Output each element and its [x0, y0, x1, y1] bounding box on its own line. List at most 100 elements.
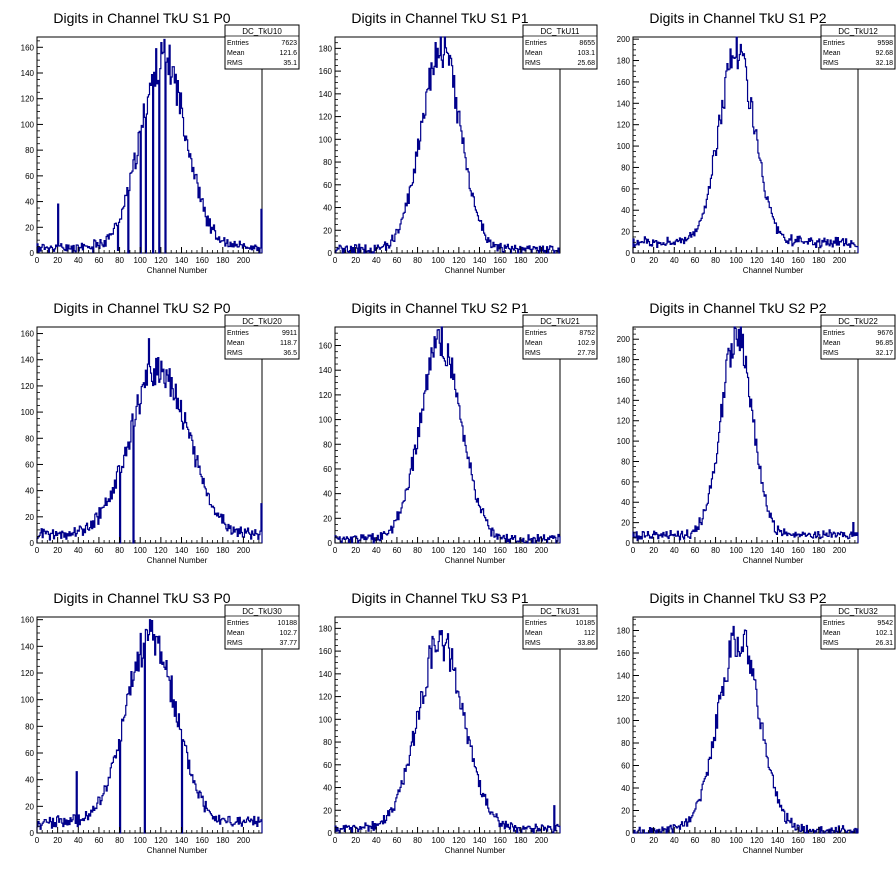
stats-frame [820, 604, 896, 650]
x-tick-label: 180 [514, 836, 528, 845]
histogram-svg: Digits in Channel TkU S3 P2 0 20 40 60 80 100 1… [617, 590, 896, 855]
stats-box: DC_TkU11 Entries 8655 Mean 103.1 RMS 25.68 [522, 24, 598, 70]
plot-frame [36, 326, 263, 544]
y-tick-label: 40 [621, 206, 630, 215]
stats-label-rms: RMS [227, 60, 243, 67]
x-tick-label: 160 [195, 256, 209, 265]
histogram-panel-7: Digits in Channel TkU S3 P0 0 20 40 60 80 100 1… [0, 580, 300, 870]
stats-label-entries: Entries [227, 330, 249, 337]
histogram-series [36, 38, 263, 254]
x-tick-label: 20 [649, 546, 658, 555]
chart-title: Digits in Channel TkU S3 P1 [351, 590, 528, 606]
x-tick-label: 40 [74, 546, 83, 555]
y-tick-label: 140 [319, 90, 333, 99]
x-tick-label: 120 [154, 256, 168, 265]
y-tick-label: 100 [21, 408, 35, 417]
chart-title: Digits in Channel TkU S2 P1 [351, 300, 528, 316]
stats-value-rms: 37.77 [279, 640, 297, 647]
x-tick-label: 120 [452, 836, 466, 845]
y-tick-label: 60 [25, 749, 34, 758]
y-tick-label: 140 [617, 99, 631, 108]
stats-label-mean: Mean [823, 630, 841, 637]
y-tick-label: 140 [21, 642, 35, 651]
y-tick-label: 40 [621, 784, 630, 793]
stats-label-mean: Mean [823, 340, 841, 347]
stats-label-entries: Entries [823, 330, 845, 337]
stats-value-rms: 26.31 [875, 640, 893, 647]
x-tick-label: 20 [53, 836, 62, 845]
x-tick-label: 180 [216, 546, 230, 555]
y-tick-label: 160 [319, 647, 333, 656]
stats-label-mean: Mean [227, 630, 245, 637]
stats-value-entries: 9911 [282, 330, 297, 337]
x-tick-label: 200 [237, 836, 251, 845]
stats-name: DC_TkU22 [838, 317, 878, 326]
stats-label-rms: RMS [227, 640, 243, 647]
stats-value-entries: 10185 [576, 620, 596, 627]
x-axis-label: Channel Number [147, 266, 208, 275]
y-tick-label: 160 [21, 330, 35, 339]
stats-label-entries: Entries [525, 40, 547, 47]
stats-frame [224, 24, 300, 70]
y-tick-label: 0 [626, 249, 631, 258]
y-tick-label: 60 [323, 465, 332, 474]
x-tick-label: 200 [535, 836, 549, 845]
x-tick-label: 60 [94, 546, 103, 555]
y-tick-label: 120 [319, 391, 333, 400]
y-tick-label: 140 [21, 69, 35, 78]
x-tick-label: 100 [134, 256, 148, 265]
plot-frame [632, 326, 859, 544]
y-tick-label: 100 [319, 135, 333, 144]
stats-value-mean: 121.6 [279, 50, 297, 57]
plot-frame [36, 616, 263, 834]
y-tick-label: 180 [319, 624, 333, 633]
stats-frame [820, 314, 896, 360]
stats-name: DC_TkU20 [242, 317, 282, 326]
y-tick-label: 0 [328, 539, 333, 548]
y-tick-label: 20 [25, 513, 34, 522]
y-tick-label: 120 [319, 693, 333, 702]
y-tick-label: 100 [21, 120, 35, 129]
y-tick-label: 20 [323, 806, 332, 815]
y-tick-label: 120 [319, 113, 333, 122]
histogram-panel-9: Digits in Channel TkU S3 P2 0 20 40 60 80 100 1… [596, 580, 896, 870]
y-tick-label: 0 [626, 829, 631, 838]
x-axis-label: Channel Number [445, 556, 506, 565]
stats-frame [522, 604, 598, 650]
histogram-svg: Digits in Channel TkU S2 P0 0 20 40 60 80 100 1… [21, 300, 300, 565]
chart-title: Digits in Channel TkU S1 P2 [649, 10, 826, 26]
y-tick-label: 120 [617, 121, 631, 130]
histogram-panel-5: Digits in Channel TkU S2 P1 0 20 40 60 80 100 1… [298, 290, 598, 580]
stats-box: DC_TkU31 Entries 10185 Mean 112 RMS 33.86 [522, 604, 598, 650]
x-tick-label: 0 [333, 256, 338, 265]
x-tick-label: 180 [216, 836, 230, 845]
y-tick-label: 40 [25, 487, 34, 496]
x-tick-label: 80 [115, 546, 124, 555]
x-tick-label: 140 [175, 836, 189, 845]
x-tick-label: 120 [750, 836, 764, 845]
stats-value-entries: 10188 [278, 620, 298, 627]
y-tick-label: 120 [21, 669, 35, 678]
x-tick-label: 40 [74, 836, 83, 845]
x-tick-label: 160 [195, 546, 209, 555]
x-tick-label: 100 [134, 836, 148, 845]
stats-label-entries: Entries [525, 620, 547, 627]
y-tick-label: 20 [25, 802, 34, 811]
x-tick-label: 20 [351, 256, 360, 265]
stats-box: DC_TkU10 Entries 7623 Mean 121.6 RMS 35.1 [224, 24, 300, 70]
x-tick-label: 0 [333, 546, 338, 555]
histogram-panel-3: Digits in Channel TkU S1 P2 0 20 40 60 80 100 1… [596, 0, 896, 290]
x-tick-label: 180 [812, 836, 826, 845]
histogram-panel-8: Digits in Channel TkU S3 P1 0 20 40 60 80 100 1… [298, 580, 598, 870]
x-tick-label: 40 [372, 546, 381, 555]
x-tick-label: 0 [631, 836, 636, 845]
x-tick-label: 140 [771, 836, 785, 845]
x-tick-label: 80 [711, 546, 720, 555]
y-tick-label: 160 [617, 376, 631, 385]
histogram-series [334, 36, 560, 254]
y-tick-label: 80 [323, 158, 332, 167]
stats-value-rms: 32.18 [875, 60, 893, 67]
x-tick-label: 100 [730, 546, 744, 555]
x-axis-label: Channel Number [147, 556, 208, 565]
x-tick-label: 100 [730, 256, 744, 265]
